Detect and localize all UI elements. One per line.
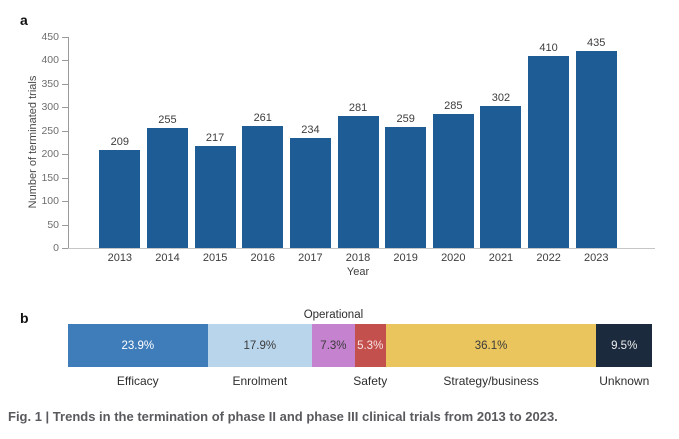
bar-slot-2014: 255 <box>144 37 192 248</box>
bar-slot-2018: 281 <box>334 37 382 248</box>
y-tick-label: 450 <box>41 31 59 43</box>
y-tick-label: 0 <box>53 242 59 254</box>
y-tick-mark <box>62 83 68 85</box>
x-tick-label-2016: 2016 <box>250 252 275 264</box>
bar-value-label: 281 <box>348 102 368 115</box>
x-tick-label-2014: 2014 <box>155 252 180 264</box>
y-tick-mark <box>62 130 68 132</box>
y-tick-label: 350 <box>41 77 59 90</box>
bar-value-label: 255 <box>158 114 177 127</box>
x-tick-label-2019: 2019 <box>393 252 418 264</box>
segment-label-enrolment: Enrolment <box>232 374 288 388</box>
segment-enrolment: 17.9% <box>207 324 313 367</box>
bar-slot-2023: 435 <box>572 37 620 248</box>
bar-value-label: 259 <box>396 112 415 125</box>
bar-slot-2021: 302 <box>477 37 525 248</box>
bar-slot-2017: 234 <box>287 37 335 248</box>
bar-slot-2020: 285 <box>429 37 477 248</box>
bar-2015 <box>194 146 236 248</box>
segment-strategy-business: 36.1% <box>385 324 597 367</box>
bar-2023 <box>575 51 617 248</box>
x-tick-label-2013: 2013 <box>107 252 133 264</box>
y-tick-mark <box>62 37 68 38</box>
segment-label-efficacy: Efficacy <box>116 374 159 388</box>
y-tick-mark <box>62 201 68 203</box>
bar-2018 <box>337 116 379 248</box>
x-tick-label-2017: 2017 <box>298 252 323 264</box>
y-tick-label: 50 <box>47 218 59 231</box>
y-tick-mark <box>62 154 68 156</box>
x-axis-tick-labels: 2013 2014 2015 2016 2017 2018 2019 2020 2021 2022… <box>96 252 620 264</box>
x-axis-line <box>68 248 655 249</box>
x-tick-label-2021: 2021 <box>488 252 514 264</box>
segment-efficacy: 23.9% <box>68 324 208 367</box>
x-axis-title: Year <box>346 266 370 278</box>
x-tick-label-2023: 2023 <box>583 252 609 264</box>
bar-slot-2013: 209 <box>96 37 144 248</box>
bar-slot-2015: 217 <box>191 37 239 248</box>
segment-label-strategy-business: Strategy/business <box>443 374 539 388</box>
segment-unknown: 9.5% <box>596 324 652 367</box>
bar-value-label: 302 <box>491 92 511 105</box>
bar-chart-bars: 209 255 217 261 234 281 259 285 302 410 435 <box>96 37 620 248</box>
y-tick-label: 250 <box>41 124 59 137</box>
x-tick-label-2022: 2022 <box>536 252 561 264</box>
panel-b-label: b <box>20 310 29 326</box>
x-tick-label-2018: 2018 <box>345 252 371 264</box>
bar-2021 <box>480 106 522 248</box>
bar-slot-2019: 259 <box>382 37 430 248</box>
bar-2016 <box>242 125 284 248</box>
operational-segment-label: Operational <box>303 309 364 321</box>
figure-caption: Fig. 1 | Trends in the termination of ph… <box>8 409 558 424</box>
bar-2013 <box>99 150 141 248</box>
bar-slot-2022: 410 <box>525 37 573 248</box>
segment-operational: 7.3% <box>312 324 355 367</box>
segment-label-safety: Safety <box>353 374 388 388</box>
y-tick-label: 150 <box>41 171 59 184</box>
bar-2014 <box>146 128 188 248</box>
bar-value-label: 209 <box>110 136 129 149</box>
x-tick-label-2015: 2015 <box>202 252 228 264</box>
y-tick-mark <box>62 224 68 226</box>
stacked-bar: 23.9% 17.9% 7.3% 5.3% 36.1% 9.5% <box>68 324 652 367</box>
segment-safety: 5.3% <box>354 324 386 367</box>
bar-2020 <box>432 114 474 248</box>
bar-value-label: 261 <box>253 111 272 124</box>
y-tick-mark <box>62 60 68 62</box>
y-tick-mark <box>62 107 68 109</box>
y-tick-label: 400 <box>41 54 59 67</box>
y-tick-label: 200 <box>41 148 59 161</box>
y-axis-title: Number of terminated trials <box>27 75 39 209</box>
segment-label-unknown: Unknown <box>599 374 650 388</box>
bar-slot-2016: 261 <box>239 37 287 248</box>
bar-value-label: 410 <box>539 41 558 54</box>
bar-value-label: 435 <box>587 37 606 49</box>
y-axis-line <box>68 37 69 248</box>
y-tick-label: 100 <box>41 195 59 208</box>
panel-a-label: a <box>20 12 28 28</box>
stacked-bar-labels: Efficacy Enrolment Safety Strategy/business… <box>68 374 652 390</box>
bar-2022 <box>528 55 570 248</box>
y-tick-mark <box>62 177 68 179</box>
bar-value-label: 217 <box>205 132 225 145</box>
y-tick-label: 300 <box>41 101 59 114</box>
bar-value-label: 234 <box>301 124 320 137</box>
bar-value-label: 285 <box>444 100 463 113</box>
bar-2017 <box>289 138 331 248</box>
x-tick-label-2020: 2020 <box>441 252 466 264</box>
y-tick-mark <box>62 248 68 249</box>
bar-2019 <box>385 126 427 248</box>
